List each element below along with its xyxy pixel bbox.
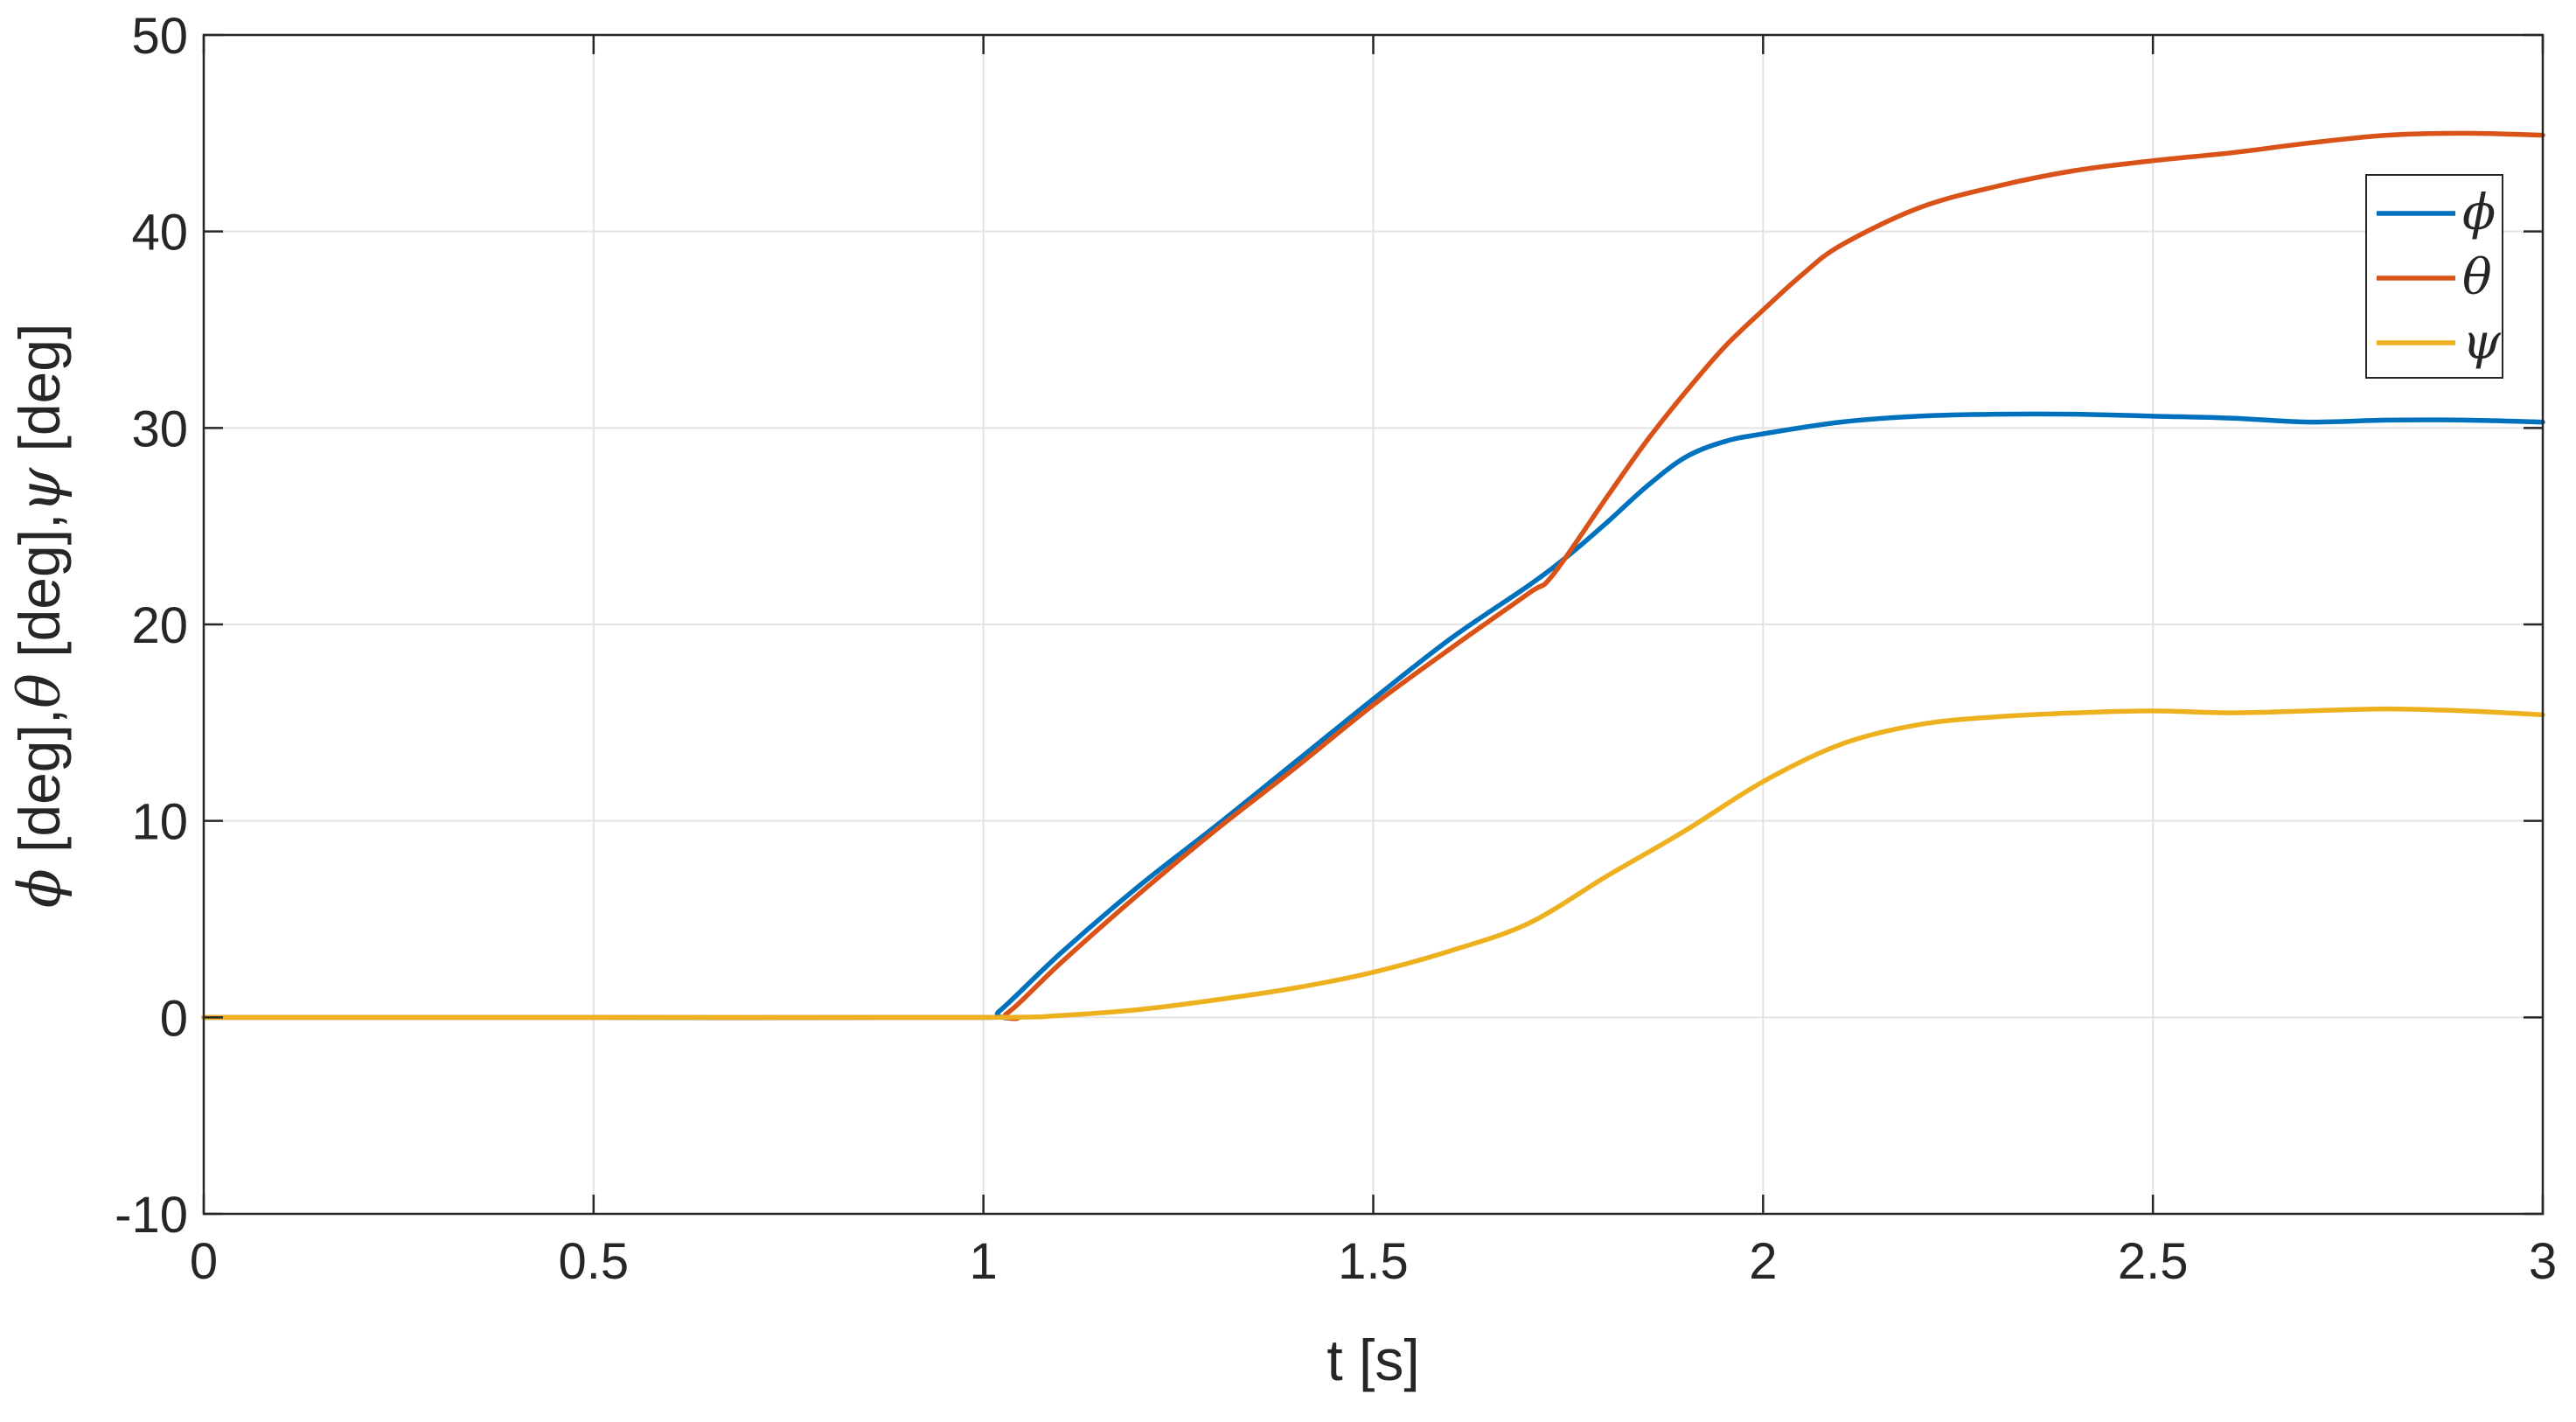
series-line-3 xyxy=(201,706,2545,1021)
x-tick-label: 3 xyxy=(2529,1233,2557,1290)
y-tick-label: 50 xyxy=(131,8,188,65)
x-tick-label: 0 xyxy=(190,1233,218,1290)
plot-lines xyxy=(201,130,2545,1021)
y-tick-label: 20 xyxy=(131,597,188,654)
y-axis-label: ϕ [deg],θ [deg],ψ [deg] xyxy=(6,324,73,909)
y-tick-label: 0 xyxy=(160,990,188,1047)
x-tick-label: 1.5 xyxy=(1338,1233,1409,1290)
x-tick-label: 2 xyxy=(1749,1233,1777,1290)
x-tick-label: 1 xyxy=(970,1233,998,1290)
y-axis-label-text: [deg], xyxy=(7,708,72,868)
y-axis-label-symbol: ϕ xyxy=(6,868,73,908)
legend: ϕθψ xyxy=(2365,174,2503,379)
y-tick-label: -10 xyxy=(115,1187,188,1244)
x-axis-label: t [s] xyxy=(1326,1328,1419,1392)
y-tick-label: 40 xyxy=(131,205,188,261)
legend-label: ϕ xyxy=(2462,185,2496,241)
y-axis-label-symbol: θ xyxy=(6,673,73,708)
grid xyxy=(204,35,2543,1214)
x-tick-label: 0.5 xyxy=(559,1233,630,1290)
y-axis-label-symbol: ψ xyxy=(6,467,73,513)
x-tick-label: 2.5 xyxy=(2118,1233,2189,1290)
y-tick-label: 10 xyxy=(131,794,188,851)
legend-label: θ xyxy=(2462,249,2492,306)
legend-label: ψ xyxy=(2462,314,2502,371)
y-axis-label-text: [deg] xyxy=(7,324,72,468)
y-tick-label: 30 xyxy=(131,401,188,457)
axes xyxy=(202,33,2545,1216)
y-axis-label-text: [deg], xyxy=(7,513,72,673)
